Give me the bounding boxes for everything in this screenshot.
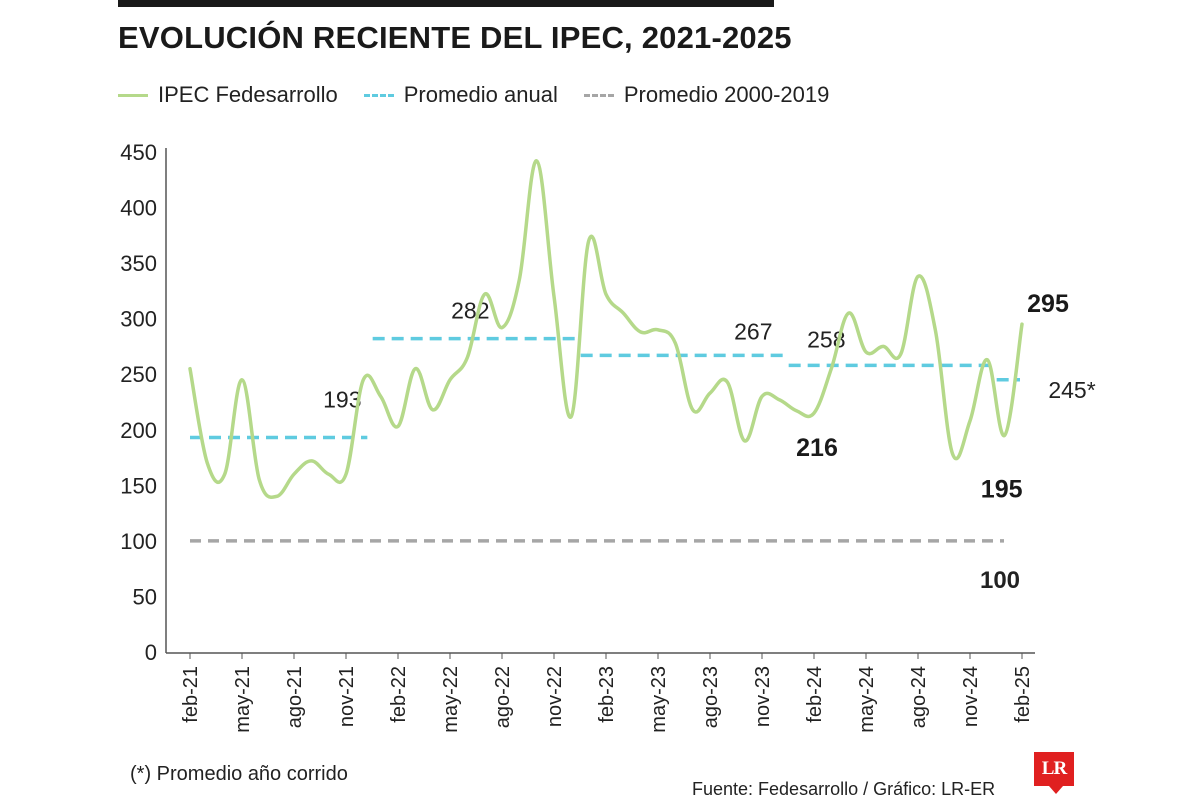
- annual-average-label: 193: [323, 387, 361, 413]
- x-tick-label: feb-25: [1012, 666, 1034, 723]
- x-tick-label: ago-24: [908, 666, 930, 728]
- x-tick-label: may-21: [232, 666, 254, 733]
- y-tick-label: 250: [120, 362, 157, 387]
- legend-swatch-historic-average: [583, 93, 614, 97]
- x-tick-label: nov-21: [336, 666, 358, 727]
- y-tick-label: 300: [120, 307, 157, 332]
- x-tick-label: ago-23: [700, 666, 722, 728]
- y-tick-label: 0: [145, 640, 157, 665]
- x-tick-label: feb-22: [388, 666, 410, 723]
- legend-item-annual-average: Promedio anual: [363, 82, 558, 108]
- legend-label-annual-average: Promedio anual: [403, 82, 558, 107]
- ipec-series-line: [188, 159, 1024, 499]
- x-tick-label: ago-22: [492, 666, 514, 728]
- x-tick-label: may-23: [648, 666, 670, 733]
- data-annotation: 195: [981, 475, 1023, 503]
- legend-item-ipec: IPEC Fedesarrollo: [118, 82, 338, 108]
- y-tick-label: 450: [120, 140, 157, 165]
- legend-swatch-annual-average: [363, 93, 394, 97]
- y-tick-label: 150: [120, 473, 157, 498]
- y-tick-label: 50: [133, 584, 157, 609]
- legend: IPEC Fedesarrollo Promedio anual Promedi…: [118, 82, 855, 108]
- x-tick-label: ago-21: [284, 666, 306, 728]
- data-annotation: 216: [796, 434, 838, 462]
- y-tick-label: 100: [120, 529, 157, 554]
- legend-swatch-ipec: [118, 93, 148, 97]
- lr-logo-tail: [1049, 786, 1063, 794]
- historic-average-label: 100: [980, 567, 1020, 594]
- lr-logo: LR: [1034, 752, 1074, 786]
- legend-item-historic-average: Promedio 2000-2019: [583, 82, 830, 108]
- chart-title: EVOLUCIÓN RECIENTE DEL IPEC, 2021-2025: [118, 20, 792, 55]
- source-credit: Fuente: Fedesarrollo / Gráfico: LR-ER: [692, 779, 996, 799]
- x-tick-label: nov-24: [960, 666, 982, 727]
- x-tick-label: may-24: [856, 666, 878, 733]
- x-tick-label: feb-21: [180, 666, 202, 723]
- y-tick-label: 350: [120, 251, 157, 276]
- legend-label-historic-average: Promedio 2000-2019: [623, 82, 830, 107]
- legend-label-ipec: IPEC Fedesarrollo: [158, 82, 338, 107]
- annual-average-label: 245*: [1048, 377, 1095, 403]
- footnote: (*) Promedio año corrido: [130, 763, 348, 785]
- x-tick-label: nov-22: [544, 666, 566, 727]
- top-rule: [118, 0, 774, 7]
- data-annotation: 295: [1027, 290, 1069, 318]
- y-tick-label: 200: [120, 418, 157, 443]
- annual-average-label: 267: [734, 318, 772, 344]
- annual-average-label: 282: [451, 298, 489, 324]
- y-tick-label: 400: [120, 196, 157, 221]
- x-tick-label: nov-23: [752, 666, 774, 727]
- x-tick-label: feb-23: [596, 666, 618, 723]
- x-tick-label: may-22: [440, 666, 462, 733]
- x-tick-label: feb-24: [804, 666, 826, 723]
